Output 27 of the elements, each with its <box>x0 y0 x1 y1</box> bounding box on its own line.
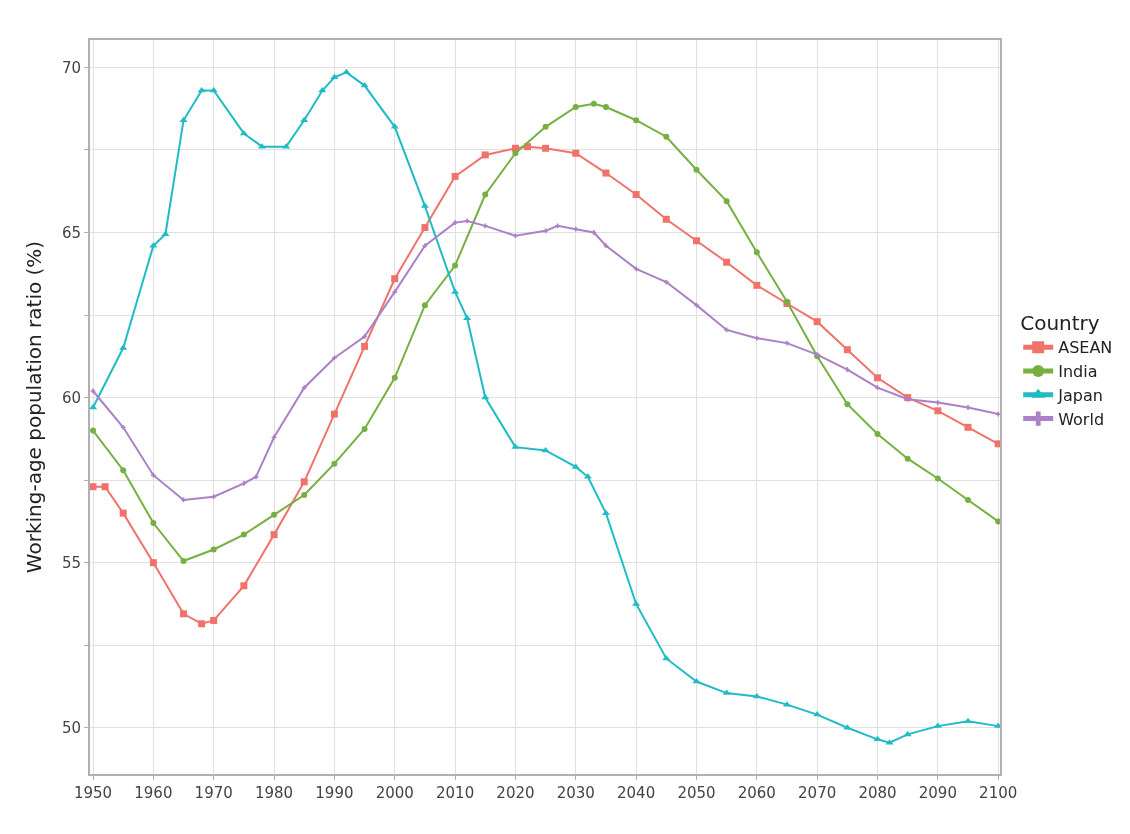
y-axis-title: Working-age population ratio (%) <box>21 240 46 574</box>
x-tick-label: 2040 <box>617 784 656 802</box>
y-tick-label: 70 <box>61 58 81 77</box>
y-tick-label: 50 <box>61 719 81 738</box>
x-tick-label: 2070 <box>798 784 837 802</box>
x-tick-label: 2010 <box>436 784 475 802</box>
legend-label: Japan <box>1057 386 1103 406</box>
x-tick-label: 1950 <box>73 784 113 802</box>
x-tick-label: 2020 <box>496 784 535 802</box>
x-tick-label: 2050 <box>677 784 716 802</box>
x-tick-label: 2030 <box>556 784 595 802</box>
x-tick-label: 1970 <box>194 784 233 802</box>
x-tick-label: 2060 <box>737 784 776 802</box>
x-tick-label: 2090 <box>918 784 957 802</box>
legend-title: Country <box>1020 311 1100 336</box>
x-tick-label: 1990 <box>315 784 354 802</box>
x-tick-label: 2000 <box>375 784 414 802</box>
y-tick-label: 60 <box>61 388 81 407</box>
x-tick-label: 1980 <box>254 784 294 802</box>
y-tick-label: 65 <box>61 223 81 242</box>
legend-label: India <box>1058 362 1098 382</box>
x-tick-label: 1960 <box>134 784 173 802</box>
legend-label: ASEAN <box>1058 338 1113 358</box>
legend-label: World <box>1058 409 1105 429</box>
x-tick-label: 2100 <box>979 784 1018 802</box>
x-tick-label: 2080 <box>858 784 897 802</box>
y-tick-label: 55 <box>61 553 81 572</box>
